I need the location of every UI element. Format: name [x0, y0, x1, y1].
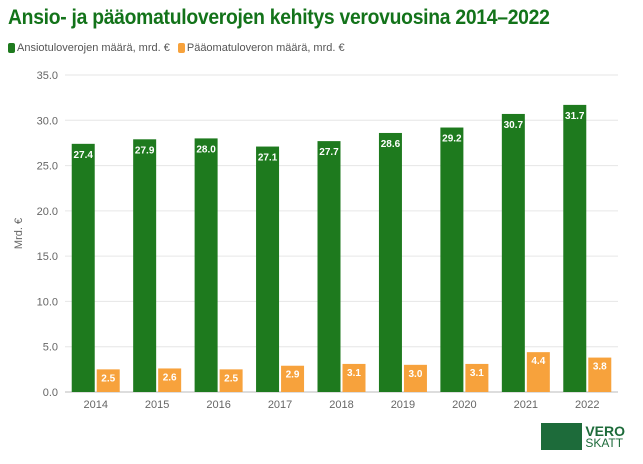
legend-label: Ansiotuloverojen määrä, mrd. € — [17, 42, 170, 54]
legend-swatch-orange — [177, 43, 185, 53]
y-tick-label: 20.0 — [37, 206, 58, 218]
bar-ansiotulo-2016 — [194, 138, 218, 392]
bar-paaomatulo-2014 — [96, 369, 120, 392]
x-tick-label: 2020 — [452, 399, 476, 411]
logo-emblem-icon — [541, 423, 583, 450]
bar-ansiotulo-2022 — [563, 104, 587, 392]
logo-text-skatt: SKATT — [585, 435, 624, 450]
bar-ansiotulo-2020 — [440, 127, 464, 392]
bar-ansiotulo-2017 — [256, 146, 280, 392]
chart-title: Ansio- ja pääomatuloverojen kehitys vero… — [8, 6, 550, 29]
y-tick-label: 5.0 — [43, 342, 58, 354]
data-label: 3.0 — [408, 369, 422, 380]
bar-paaomatulo-2017 — [281, 365, 305, 392]
data-label: 2.5 — [224, 373, 238, 384]
bar-ansiotulo-2014 — [71, 143, 95, 392]
bar-ansiotulo-2019 — [378, 132, 402, 393]
data-label: 27.1 — [258, 153, 278, 164]
data-label: 4.4 — [531, 356, 545, 367]
data-label: 29.2 — [442, 134, 462, 145]
bar-ansiotulo-2015 — [133, 139, 157, 392]
data-label: 2.5 — [101, 373, 115, 384]
bar-paaomatulo-2022 — [588, 357, 612, 392]
bar-paaomatulo-2019 — [403, 364, 427, 392]
data-label: 2.6 — [163, 372, 177, 383]
legend-swatch-green — [8, 43, 15, 53]
bar-ansiotulo-2021 — [501, 113, 525, 393]
data-label: 28.6 — [381, 139, 401, 150]
data-label: 28.0 — [196, 144, 216, 155]
data-label: 3.8 — [593, 362, 607, 373]
data-label: 27.7 — [319, 147, 339, 158]
logo-text-vero: VERO — [585, 422, 625, 439]
y-tick-label: 10.0 — [37, 296, 58, 308]
x-tick-label: 2017 — [268, 399, 292, 411]
legend-item-ansiotulo[interactable]: Ansiotuloverojen määrä, mrd. € — [8, 42, 170, 54]
legend-label: Pääomatuloveron määrä, mrd. € — [186, 42, 345, 54]
x-tick-label: 2018 — [329, 399, 353, 411]
bar-ansiotulo-2018 — [317, 141, 341, 392]
y-axis-label: Mrd. € — [13, 218, 25, 249]
x-tick-label: 2019 — [391, 399, 415, 411]
y-tick-label: 30.0 — [37, 115, 58, 127]
legend: Ansiotuloverojen määrä, mrd. € Pääomatul… — [8, 42, 345, 54]
data-label: 30.7 — [504, 120, 524, 131]
x-tick-label: 2022 — [575, 399, 599, 411]
data-label: 3.1 — [347, 368, 361, 379]
x-tick-label: 2021 — [514, 399, 538, 411]
data-label: 2.9 — [286, 370, 300, 381]
y-tick-label: 25.0 — [37, 161, 58, 173]
bar-paaomatulo-2020 — [465, 363, 489, 392]
bar-paaomatulo-2018 — [342, 363, 366, 392]
data-label: 27.9 — [135, 145, 155, 156]
bar-paaomatulo-2015 — [158, 368, 182, 392]
data-label: 27.4 — [73, 150, 93, 161]
data-label: 3.1 — [470, 368, 484, 379]
y-tick-label: 0.0 — [43, 387, 58, 399]
data-label: 31.7 — [565, 111, 585, 122]
bar-paaomatulo-2021 — [526, 352, 550, 392]
x-tick-label: 2014 — [83, 399, 107, 411]
bar-paaomatulo-2016 — [219, 369, 243, 392]
x-tick-label: 2015 — [145, 399, 169, 411]
y-tick-label: 15.0 — [37, 251, 58, 263]
legend-item-paaomatulo[interactable]: Pääomatuloveron määrä, mrd. € — [177, 42, 345, 54]
vero-skatt-logo: VERO SKATT — [541, 423, 625, 450]
y-tick-label: 35.0 — [37, 70, 58, 82]
x-tick-label: 2016 — [206, 399, 230, 411]
